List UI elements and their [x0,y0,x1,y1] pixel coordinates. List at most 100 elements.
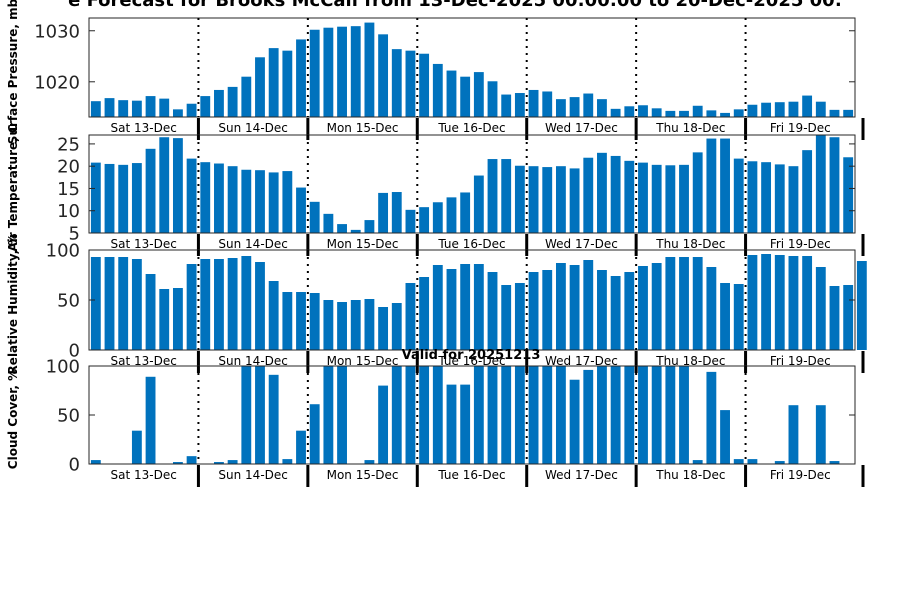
bar [446,384,457,464]
bar [460,264,471,350]
bar [309,293,320,350]
x-tick-label: Thu 18-Dec [655,354,725,368]
bar [391,303,402,350]
bar [733,158,744,233]
x-tick-label: Thu 18-Dec [655,237,725,251]
bar [679,366,689,464]
bar [665,110,676,117]
x-tick-label: Tue 16-Dec [437,468,505,482]
y-tick-label: 1030 [34,21,80,42]
bar [679,257,689,350]
bar [610,276,621,350]
bar [296,292,306,350]
bar [296,187,306,233]
bar [583,369,594,464]
bar [391,192,402,233]
bar [241,76,252,117]
bar [419,366,430,464]
bar [145,148,156,233]
bar [514,283,525,350]
bar [405,209,416,233]
x-tick-label: Fri 19-Dec [770,354,831,368]
bar [255,57,265,117]
bar [350,26,361,117]
y-axis-label: Air Temperature, C [6,124,20,252]
x-tick-label: Mon 15-Dec [327,468,399,482]
bar [159,289,170,350]
bar [856,261,867,350]
bar [323,366,334,464]
bar [569,265,580,350]
bar [391,366,402,464]
bar [720,112,730,117]
x-tick-label: Tue 16-Dec [437,237,505,251]
x-tick-label: Mon 15-Dec [327,237,399,251]
bar [569,97,580,117]
bar [815,135,826,233]
bar [214,89,224,117]
bar [542,167,553,233]
bar [569,379,580,464]
bar [528,272,539,350]
bar [733,459,744,464]
bar [90,257,101,350]
x-tick-label: Tue 16-Dec [437,121,505,135]
bar [104,163,115,233]
x-tick-label: Thu 18-Dec [655,468,725,482]
bar [255,366,265,464]
bar [720,138,730,233]
x-tick-label: Fri 19-Dec [770,237,831,251]
bar [227,166,238,233]
bar [296,430,306,464]
bar [145,96,156,117]
bar [255,262,265,350]
y-tick-label: 0 [69,341,80,362]
bar [364,220,375,233]
bar [473,72,484,117]
bar [432,366,443,464]
axes-frame [88,134,856,234]
bar [802,95,813,117]
bar [692,105,703,117]
bar [227,460,238,464]
bar [282,50,293,117]
bar [774,461,785,464]
axes-frame [88,17,856,118]
bar [446,70,457,117]
bar [487,366,498,464]
x-tick-label: Wed 17-Dec [545,354,618,368]
bar [555,166,566,233]
bar [131,100,142,117]
bar [706,267,717,350]
bar [651,108,662,117]
bar [268,172,279,233]
bar [501,94,512,117]
bar [391,49,402,117]
bar [597,366,607,464]
bar [747,255,758,350]
x-tick-label: Sun 14-Dec [218,354,287,368]
bar [241,169,252,233]
bar [815,267,826,350]
bar [309,404,320,464]
bar [528,89,539,117]
bar [829,461,840,464]
bar [432,63,443,117]
bar [747,459,758,464]
bar [706,371,717,464]
bar [282,459,293,464]
bar [118,100,129,117]
y-tick-label: 50 [57,291,80,312]
bar [788,256,799,350]
bar [501,159,512,233]
bar [501,366,512,464]
y-tick-label: 5 [69,224,80,245]
y-tick-label: 1020 [34,72,80,93]
bar [624,106,635,117]
x-tick-label: Wed 17-Dec [545,237,618,251]
bar [747,104,758,117]
bar [364,460,375,464]
bar [159,137,170,233]
bar [829,109,840,117]
